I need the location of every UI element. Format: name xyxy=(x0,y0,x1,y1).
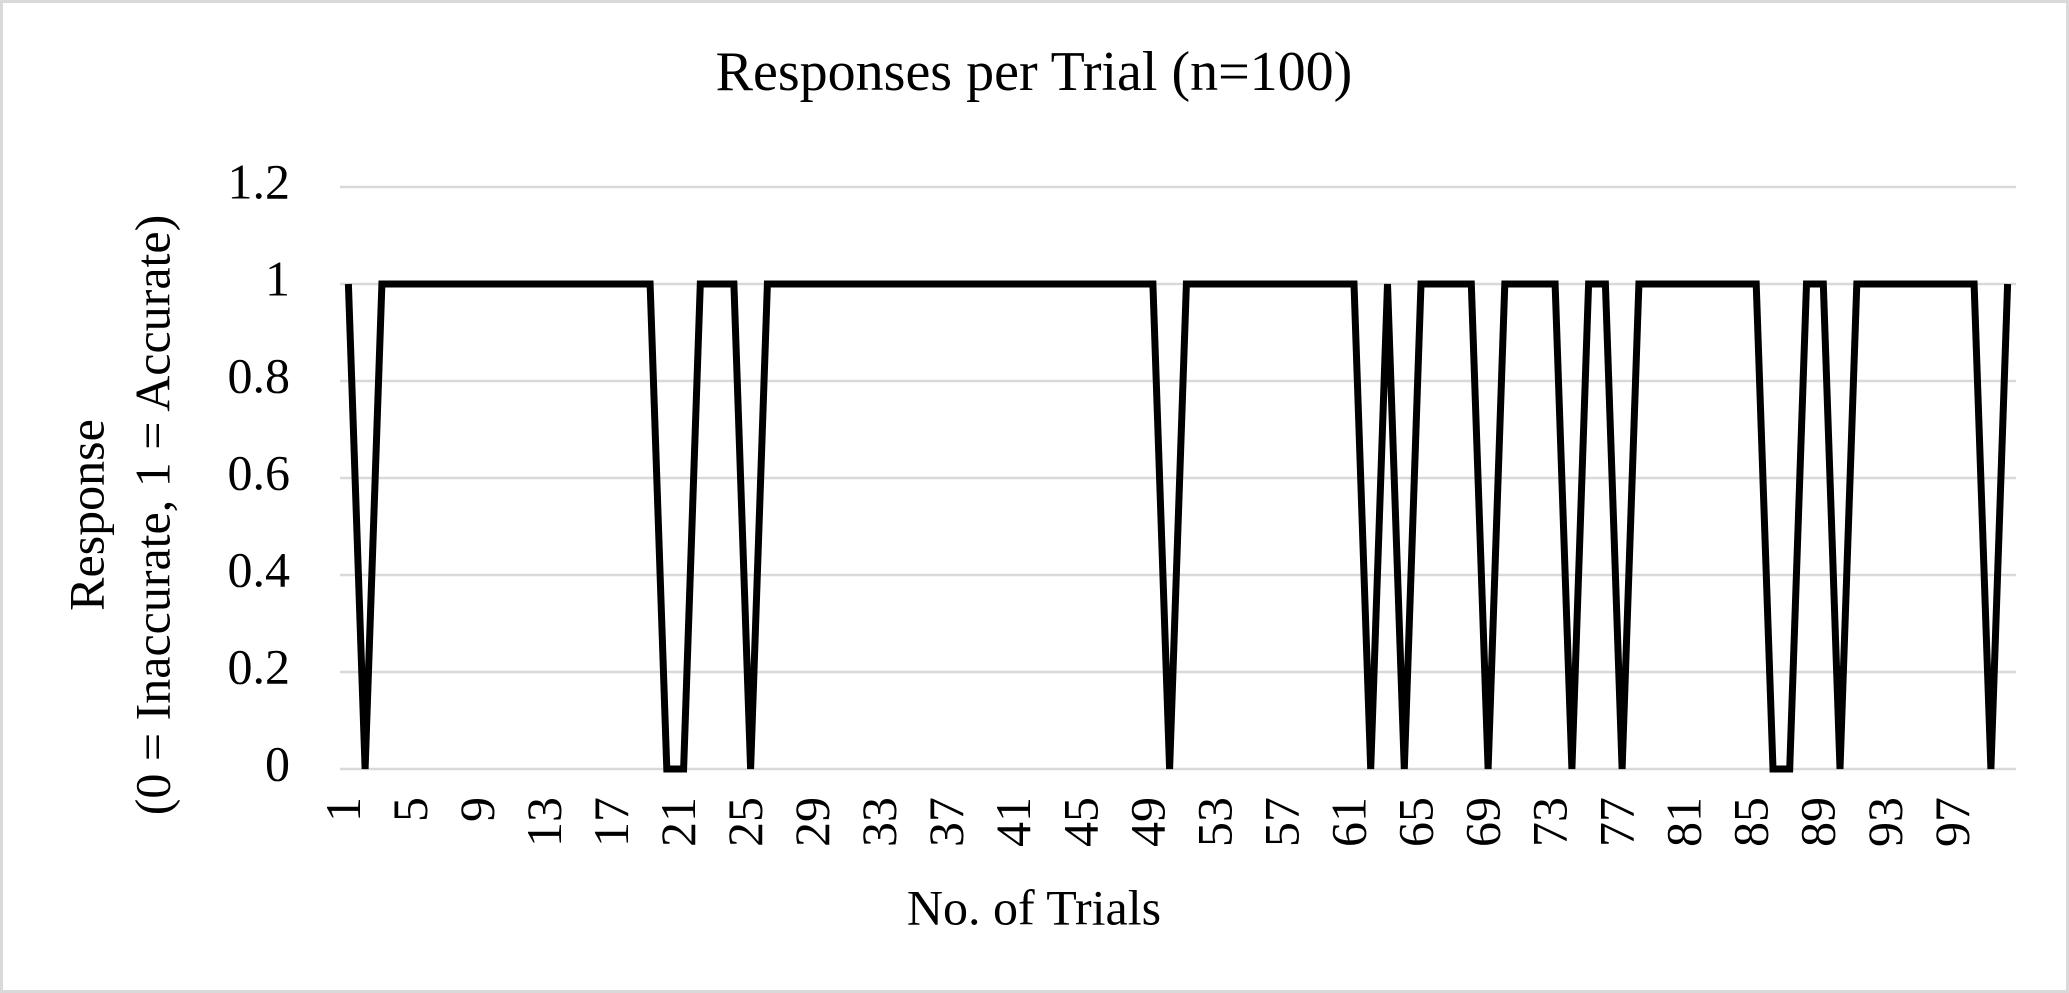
x-tick-label: 17 xyxy=(583,797,639,847)
x-tick-label: 29 xyxy=(784,797,840,847)
x-tick-label: 65 xyxy=(1387,797,1443,847)
x-tick-label: 37 xyxy=(918,797,974,847)
x-tick-label: 9 xyxy=(449,797,505,822)
y-tick-label: 0 xyxy=(265,735,290,791)
y-tick-label: 1 xyxy=(265,250,290,306)
x-tick-label: 73 xyxy=(1522,797,1578,847)
y-tick-label: 1.2 xyxy=(228,153,291,209)
x-tick-label: 41 xyxy=(985,797,1041,847)
x-axis-label: No. of Trials xyxy=(907,879,1161,935)
x-tick-label: 85 xyxy=(1723,797,1779,847)
x-tick-label: 1 xyxy=(315,797,371,822)
y-tick-label: 0.6 xyxy=(228,444,291,500)
x-tick-label: 61 xyxy=(1320,797,1376,847)
x-tick-label: 57 xyxy=(1253,797,1309,847)
x-tick-label: 33 xyxy=(851,797,907,847)
x-tick-label: 13 xyxy=(516,797,572,847)
x-tick-label: 97 xyxy=(1924,797,1980,847)
y-tick-label: 0.2 xyxy=(228,638,291,694)
chart-title: Responses per Trial (n=100) xyxy=(716,41,1353,103)
x-tick-label: 77 xyxy=(1589,797,1645,847)
x-tick-label: 5 xyxy=(382,797,438,822)
x-tick-label: 45 xyxy=(1052,797,1108,847)
x-tick-label: 81 xyxy=(1656,797,1712,847)
y-tick-label: 0.4 xyxy=(228,541,291,597)
x-tick-label: 93 xyxy=(1857,797,1913,847)
x-tick-label: 25 xyxy=(717,797,773,847)
y-tick-label: 0.8 xyxy=(228,347,291,403)
x-tick-label: 69 xyxy=(1455,797,1511,847)
y-axis-label: Response xyxy=(58,419,114,611)
x-tick-label: 49 xyxy=(1119,797,1175,847)
x-tick-label: 89 xyxy=(1790,797,1846,847)
x-tick-label: 53 xyxy=(1186,797,1242,847)
y-axis-label: (0 = Inaccurate, 1 = Accurate) xyxy=(124,215,180,816)
x-tick-label: 21 xyxy=(650,797,706,847)
data-line xyxy=(344,280,2012,773)
